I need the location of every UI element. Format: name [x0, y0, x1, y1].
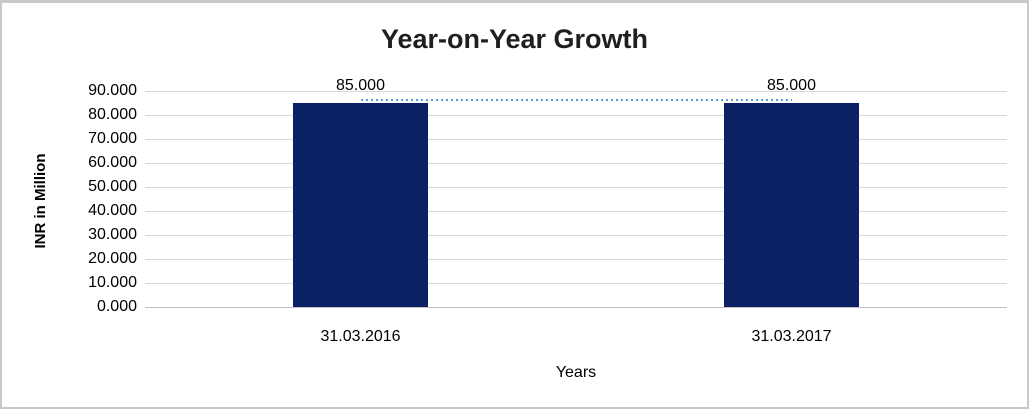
gridline — [145, 210, 1007, 212]
trendline-dotted — [360, 99, 792, 101]
gridline — [145, 90, 1007, 92]
gridline — [145, 186, 1007, 188]
y-axis-title: INR in Million — [32, 153, 49, 249]
data-label: 85.000 — [767, 77, 816, 94]
y-tick-label: 0.000 — [96, 298, 137, 315]
x-category-label: 31.03.2016 — [320, 328, 401, 345]
x-axis-title: Years — [555, 364, 597, 381]
gridline — [145, 138, 1007, 140]
y-tick-label: 30.000 — [88, 226, 137, 243]
bar-31.03.2016 — [293, 103, 428, 307]
y-tick-label: 10.000 — [88, 274, 137, 291]
y-tick-label: 40.000 — [88, 202, 137, 219]
chart-title: Year-on-Year Growth — [380, 24, 649, 54]
y-tick-label: 90.000 — [88, 82, 137, 99]
y-tick-label: 50.000 — [88, 178, 137, 195]
gridline — [145, 114, 1007, 116]
gridline — [145, 234, 1007, 236]
gridline — [145, 258, 1007, 260]
gridline — [145, 282, 1007, 284]
x-axis-line — [145, 306, 1007, 308]
x-category-label: 31.03.2017 — [751, 328, 832, 345]
y-tick-label: 70.000 — [88, 130, 137, 147]
data-label: 85.000 — [336, 77, 385, 94]
y-tick-label: 60.000 — [88, 154, 137, 171]
plot-area — [145, 90, 1007, 308]
y-tick-label: 80.000 — [88, 106, 137, 123]
gridline — [145, 162, 1007, 164]
bar-31.03.2017 — [724, 103, 859, 307]
y-tick-label: 20.000 — [88, 250, 137, 267]
